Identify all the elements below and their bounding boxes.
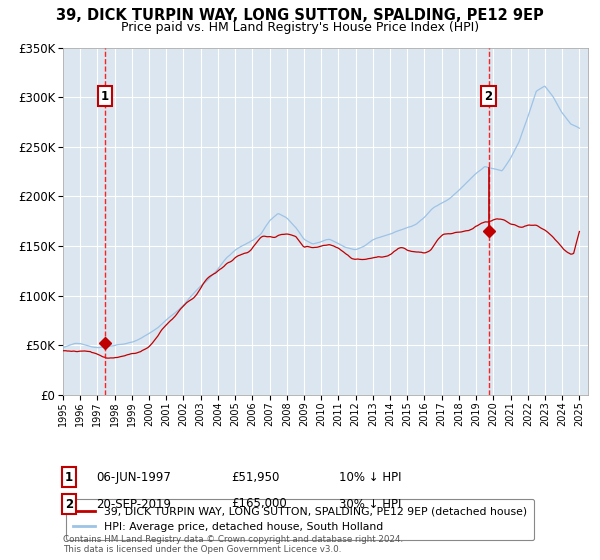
Text: 2: 2 — [484, 90, 493, 102]
Text: £51,950: £51,950 — [231, 470, 280, 484]
Text: 1: 1 — [65, 470, 73, 484]
Text: 10% ↓ HPI: 10% ↓ HPI — [339, 470, 401, 484]
Text: £165,000: £165,000 — [231, 497, 287, 511]
Text: 30% ↓ HPI: 30% ↓ HPI — [339, 497, 401, 511]
Text: 2: 2 — [65, 497, 73, 511]
Text: Price paid vs. HM Land Registry's House Price Index (HPI): Price paid vs. HM Land Registry's House … — [121, 21, 479, 34]
Text: 39, DICK TURPIN WAY, LONG SUTTON, SPALDING, PE12 9EP: 39, DICK TURPIN WAY, LONG SUTTON, SPALDI… — [56, 8, 544, 24]
Text: Contains HM Land Registry data © Crown copyright and database right 2024.
This d: Contains HM Land Registry data © Crown c… — [63, 535, 403, 554]
Text: 1: 1 — [101, 90, 109, 102]
Text: 06-JUN-1997: 06-JUN-1997 — [96, 470, 171, 484]
Legend: 39, DICK TURPIN WAY, LONG SUTTON, SPALDING, PE12 9EP (detached house), HPI: Aver: 39, DICK TURPIN WAY, LONG SUTTON, SPALDI… — [66, 499, 535, 540]
Text: 20-SEP-2019: 20-SEP-2019 — [96, 497, 171, 511]
